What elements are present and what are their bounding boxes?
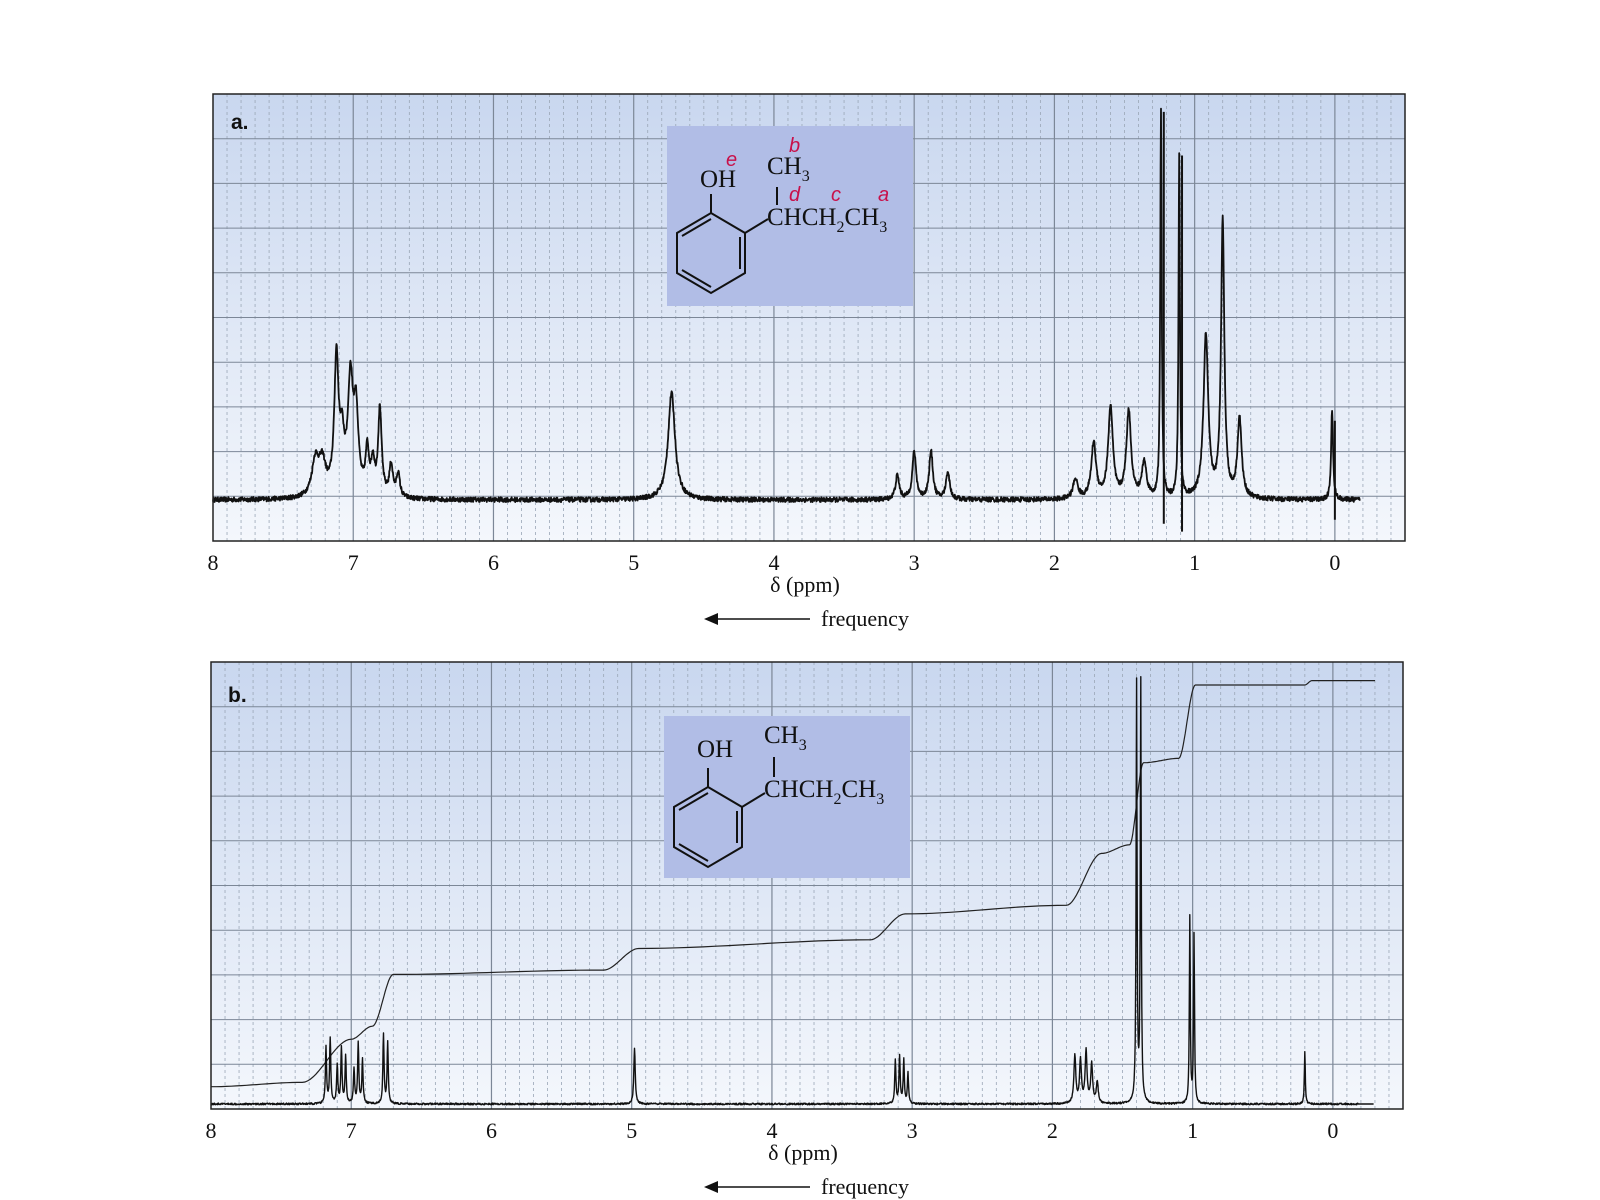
spectrum-panel-a: a. OH CH3 CHCH2CH3 e b d c a 8 7 6 5 4 3 2 1 0 δ… [208, 93, 1406, 631]
frequency-arrow-a [704, 613, 810, 625]
structure-background-b [664, 716, 910, 878]
x-tick-label: 3 [907, 1118, 918, 1143]
ch3-top-a: CH3 [767, 153, 810, 185]
oh-label-b: OH [697, 736, 733, 763]
x-tick-label: 0 [1329, 550, 1340, 575]
peak-tag-a: a [878, 184, 889, 206]
x-axis-label-b: δ (ppm) [768, 1140, 838, 1165]
spectrum-trace-b [210, 676, 1374, 1106]
panel-letter-b: b. [228, 684, 247, 707]
side-chain-a: CHCH2CH3 [767, 204, 887, 236]
x-tick-label: 7 [348, 550, 359, 575]
peak-tag-e: e [726, 149, 737, 171]
x-tick-label: 0 [1327, 1118, 1338, 1143]
plot-frame-b [210, 661, 1404, 1110]
oh-label-a: OH [700, 166, 736, 193]
x-tick-labels-b: 8 7 6 5 4 3 2 1 0 [206, 1118, 1339, 1143]
peak-tag-c: c [831, 184, 841, 206]
x-tick-labels-a: 8 7 6 5 4 3 2 1 0 [208, 550, 1341, 575]
x-tick-label: 8 [208, 550, 219, 575]
x-tick-label: 6 [488, 550, 499, 575]
x-tick-label: 4 [766, 1118, 777, 1143]
frequency-label-a: frequency [821, 606, 909, 631]
x-tick-label: 5 [626, 1118, 637, 1143]
structure-background-a [667, 126, 913, 306]
benzene-ring-b [673, 757, 775, 869]
frequency-label-b: frequency [821, 1174, 909, 1199]
x-axis-label-a: δ (ppm) [770, 572, 840, 597]
ch3-top-b: CH3 [764, 722, 807, 754]
x-tick-label: 8 [206, 1118, 217, 1143]
integral-curve-b [211, 679, 1375, 1088]
panel-letter-a: a. [231, 111, 249, 134]
x-tick-label: 4 [768, 550, 779, 575]
grid-a [213, 94, 1406, 541]
x-tick-label: 3 [909, 550, 920, 575]
spectrum-panel-b: b. OH CH3 CHCH2CH3 8 7 6 5 4 3 2 1 0 δ (ppm) fre… [206, 661, 1404, 1199]
peak-tag-b: b [789, 135, 800, 157]
benzene-ring-a [676, 187, 778, 295]
x-tick-label: 5 [628, 550, 639, 575]
x-tick-label: 1 [1187, 1118, 1198, 1143]
plot-frame-a [212, 93, 1406, 542]
structure-box-b: OH CH3 CHCH2CH3 [664, 716, 910, 878]
spectrum-trace-a [212, 107, 1361, 504]
x-tick-label: 2 [1049, 550, 1060, 575]
peak-tag-d: d [789, 184, 801, 206]
x-tick-label: 6 [486, 1118, 497, 1143]
x-tick-label: 1 [1189, 550, 1200, 575]
spike-lines-a [1162, 111, 1336, 532]
side-chain-b: CHCH2CH3 [764, 776, 884, 808]
x-tick-label: 2 [1047, 1118, 1058, 1143]
x-tick-label: 7 [346, 1118, 357, 1143]
frequency-arrow-b [704, 1181, 810, 1193]
structure-box-a: OH CH3 CHCH2CH3 e b d c a [667, 126, 913, 306]
